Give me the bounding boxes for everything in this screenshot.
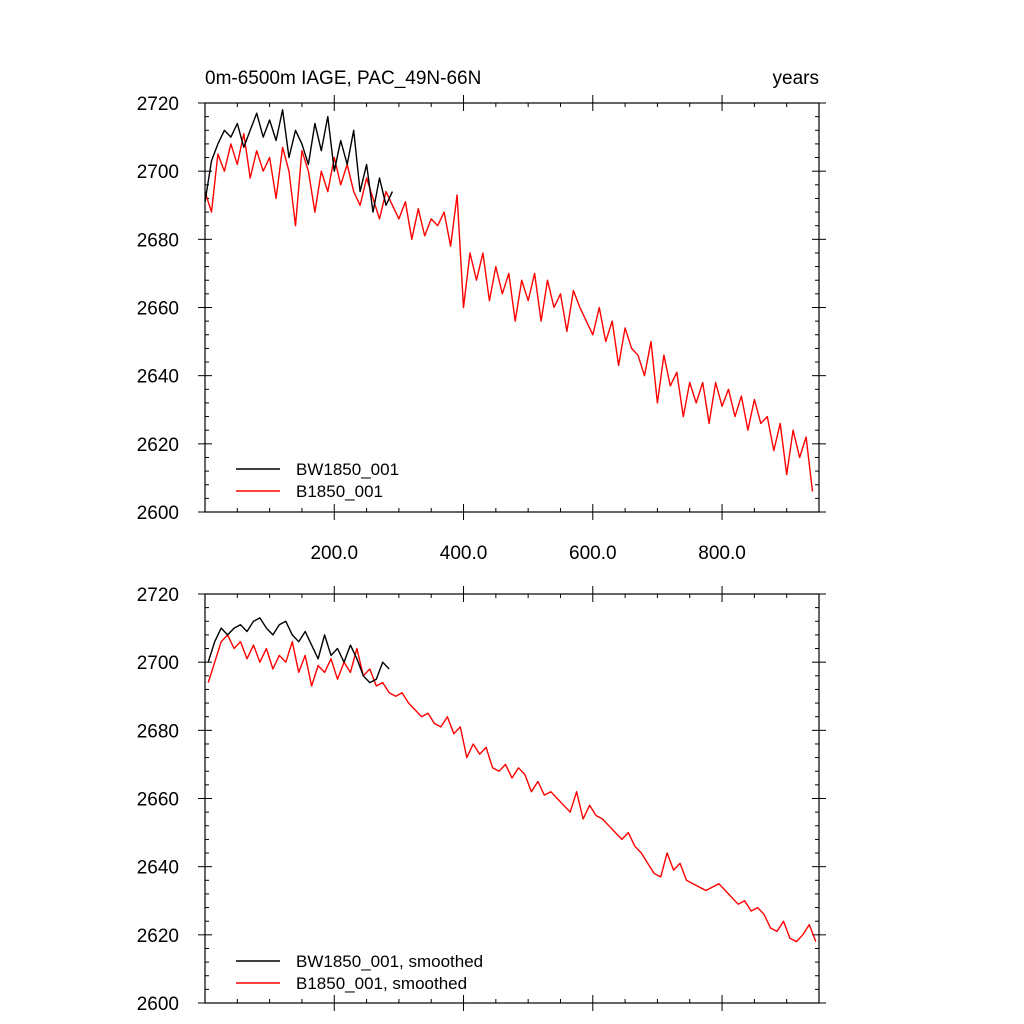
bottom-ytick-label: 2640 [137,858,179,879]
top-ytick-label: 2640 [137,367,179,388]
top-series-line-b1850 [204,132,814,492]
bottom-ytick-label: 2720 [137,585,179,606]
top-legend-label-b: B1850_001 [296,482,383,501]
top-units-label: years [773,68,819,89]
bottom-series-line-b1850 [207,634,817,943]
top-ytick-label: 2660 [137,299,179,320]
top-ytick-label: 2680 [137,230,179,251]
bottom-series [207,617,817,943]
top-xtick-label: 200.0 [310,543,358,564]
top-ytick-label: 2720 [137,94,179,115]
top-legend-label-bw: BW1850_001 [296,460,399,479]
top-ticks: 2600 2620 2640 2660 2680 2700 2720 200.0 400.0 60… [137,94,826,564]
bottom-panel: 2600 2620 2640 2660 2680 2700 2720 BW1850_001,… [137,585,826,1015]
top-ytick-label: 2620 [137,435,179,456]
top-panel: 0m-6500m IAGE, PAC_49N-66N years 2600 262… [137,68,826,564]
bottom-legend-label-b: B1850_001, smoothed [296,974,467,993]
bottom-series-line-bw1850 [207,617,390,684]
bottom-ytick-label: 2700 [137,653,179,674]
bottom-legend-label-bw: BW1850_001, smoothed [296,952,483,971]
top-plot-frame [204,102,820,513]
bottom-ytick-label: 2600 [137,994,179,1015]
top-ytick-label: 2700 [137,162,179,183]
bottom-ytick-label: 2660 [137,790,179,811]
bottom-ytick-label: 2680 [137,721,179,742]
top-ytick-label: 2600 [137,503,179,524]
top-xtick-label: 400.0 [440,543,488,564]
top-title: 0m-6500m IAGE, PAC_49N-66N [205,68,481,89]
top-xtick-label: 800.0 [698,543,746,564]
bottom-ticks: 2600 2620 2640 2660 2680 2700 2720 [137,585,826,1015]
bottom-plot-frame [204,593,820,1004]
bottom-legend: BW1850_001, smoothed B1850_001, smoothed [236,952,483,993]
top-legend: BW1850_001 B1850_001 [236,460,399,501]
top-series [204,109,814,492]
bottom-ytick-label: 2620 [137,926,179,947]
top-series-line-bw1850 [204,109,394,213]
top-xtick-label: 600.0 [569,543,617,564]
